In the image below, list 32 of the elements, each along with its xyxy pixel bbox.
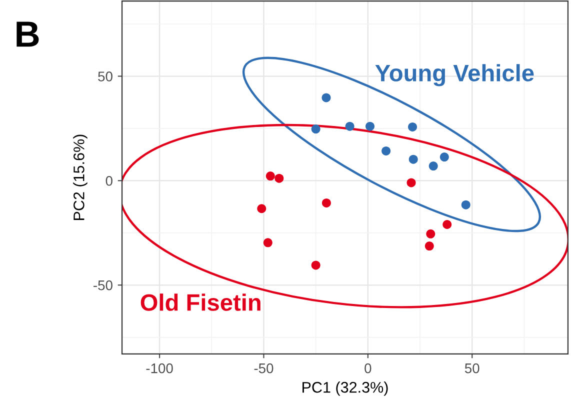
point <box>366 122 375 131</box>
y-tick-label: 50 <box>98 72 112 82</box>
point <box>322 93 331 102</box>
y-tick-label: 0 <box>106 176 112 186</box>
point <box>440 152 449 162</box>
point <box>311 124 320 134</box>
point <box>424 242 434 251</box>
point <box>408 122 418 132</box>
x-tick-label: 50 <box>464 363 480 374</box>
point <box>406 178 416 188</box>
point <box>382 146 391 156</box>
point <box>461 200 470 210</box>
point <box>263 238 272 248</box>
point <box>322 198 331 208</box>
point <box>266 172 275 181</box>
series-label: Old Fisetin <box>140 294 260 311</box>
point <box>408 154 418 164</box>
x-tick-label: -100 <box>146 363 173 374</box>
text: B <box>16 22 39 47</box>
point <box>274 174 284 183</box>
x-tick-label: 0 <box>364 363 372 374</box>
point <box>442 220 452 229</box>
series-label: Young Vehicle <box>375 64 534 86</box>
point <box>426 229 436 238</box>
y-axis-title: PC2 (15.6%) <box>73 134 88 220</box>
point <box>345 122 354 131</box>
point <box>428 162 438 171</box>
x-axis-title: PC1 (32.3%) <box>302 382 388 396</box>
x-tick-label: -50 <box>254 363 274 374</box>
point <box>257 204 266 214</box>
point <box>311 260 320 270</box>
y-tick-label: -50 <box>94 280 112 290</box>
